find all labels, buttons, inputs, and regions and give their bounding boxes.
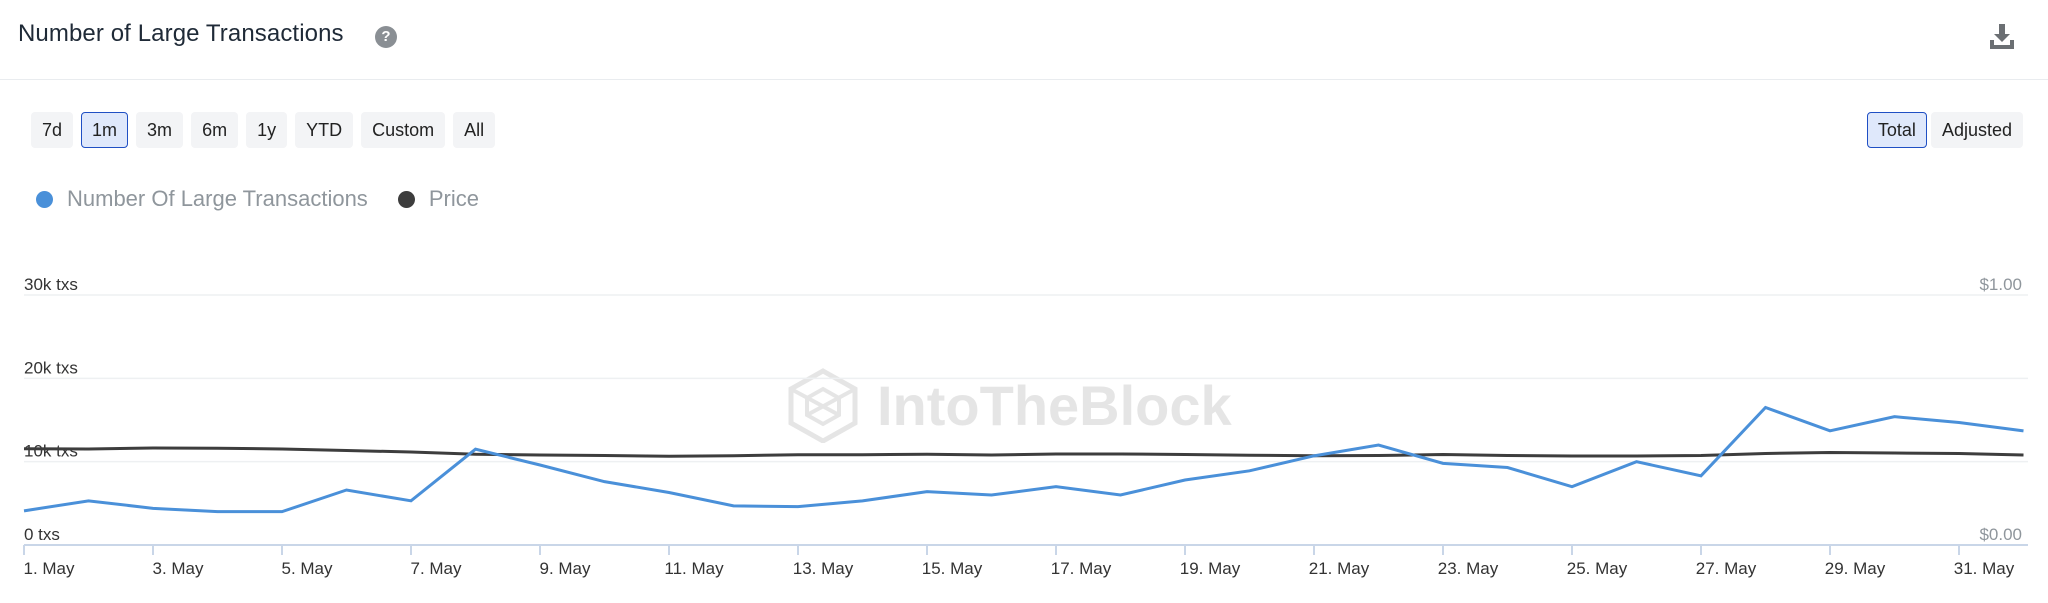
series-line-price [23,446,2024,458]
legend-label-transactions: Number Of Large Transactions [67,186,368,211]
x-tick-label: 9. May [539,559,591,578]
watermark: IntoTheBlock [785,367,1232,443]
watermark-logo [788,368,858,443]
series-line-transactions [23,405,2024,514]
range-button-custom[interactable]: Custom [361,112,446,148]
y-tick-label-right: $1.00 [1979,275,2022,294]
y-tick-label-right: $0.00 [1979,525,2022,544]
x-tick-label: 29. May [1825,559,1886,578]
range-button-3m[interactable]: 3m [136,112,184,148]
mode-button-adjusted[interactable]: Adjusted [1930,112,2023,148]
watermark-text: IntoTheBlock [877,373,1232,437]
x-tick-label: 23. May [1438,559,1499,578]
chart-header: Number of Large Transactions ? [0,0,2048,80]
download-icon[interactable] [1986,20,2018,52]
range-button-1m[interactable]: 1m [81,112,129,148]
legend-label-price: Price [428,186,479,211]
line-chart: 0 txs 10k txs 20k txs 30k txs $0.00 $1.00 1. M… [23,275,2028,578]
y-tick-label-left: 0 txs [24,525,60,544]
y-tick-label-left: 20k txs [24,358,78,377]
mode-selector: Total Adjusted [1866,112,2023,148]
range-button-6m[interactable]: 6m [191,112,239,148]
range-button-ytd[interactable]: YTD [295,112,354,148]
y-tick-label-left: 10k txs [24,442,78,461]
x-tick-label: 5. May [281,559,333,578]
x-tick-label: 25. May [1567,559,1628,578]
range-button-all[interactable]: All [453,112,496,148]
x-tick-label: 11. May [664,559,724,578]
x-tick-label: 27. May [1696,559,1757,578]
help-icon[interactable]: ? [375,26,397,48]
x-tick-label: 31. May [1954,559,2015,578]
x-tick-label: 3. May [152,559,204,578]
x-tick-label: 15. May [922,559,983,578]
range-button-1y[interactable]: 1y [246,112,288,148]
legend-item-price[interactable]: Price [397,186,479,212]
x-tick-label: 7. May [410,559,462,578]
x-tick-label: 1. May [23,559,75,578]
x-tick-label: 13. May [793,559,854,578]
mode-button-total[interactable]: Total [1866,112,1927,148]
legend-item-transactions[interactable]: Number Of Large Transactions [36,186,368,212]
legend-dot-price [397,190,415,208]
legend-dot-transactions [36,190,53,208]
page-title: Number of Large Transactions [18,20,344,47]
chart-legend: Number Of Large Transactions Price [36,186,509,212]
y-tick-label-left: 30k txs [24,275,78,294]
range-button-7d[interactable]: 7d [31,112,74,148]
x-tick-label: 21. May [1309,559,1370,578]
x-tick-label: 19. May [1180,559,1241,578]
time-range-selector: 7d 1m 3m 6m 1y YTD Custom All [31,112,496,148]
x-tick-label: 17. May [1051,559,1112,578]
